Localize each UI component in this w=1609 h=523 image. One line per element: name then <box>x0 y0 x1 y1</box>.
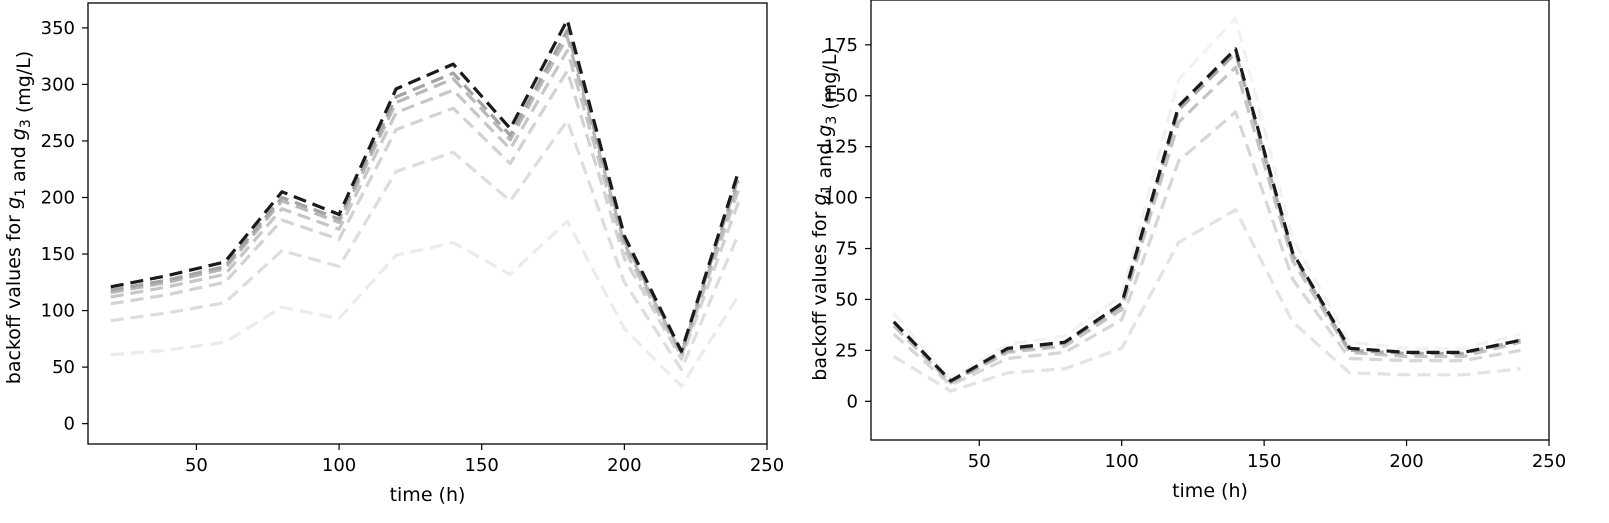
series-line-5 <box>892 47 1521 383</box>
series-line-4 <box>110 35 741 356</box>
line-chart-left: 50 100 150 200 250 0 50 100 150 200 250 300 350 time … <box>3 2 784 506</box>
y-tick-label: 200 <box>41 187 75 208</box>
y-axis-label: backoff values for g1 and g3 (mg/L) <box>809 47 841 380</box>
y-tick-label: 150 <box>41 244 75 265</box>
series-line-3 <box>110 48 741 358</box>
line-chart-right: 50 100 150 200 250 0 25 50 75 100 125 150 175 time (h… <box>809 0 1566 502</box>
x-tick-label: 150 <box>465 455 499 476</box>
series-line-3 <box>892 65 1521 385</box>
y-tick-label: 50 <box>835 289 858 310</box>
y-tick-label: 150 <box>824 86 858 107</box>
plot-frame <box>870 0 1550 441</box>
y-tick-label: 100 <box>824 188 858 209</box>
y-axis-label: backoff values for g1 and g3 (mg/L) <box>3 51 35 384</box>
y-tick-label: 0 <box>64 414 75 435</box>
x-tick-label: 200 <box>607 455 641 476</box>
x-tick-label: 50 <box>185 455 208 476</box>
x-tick-label: 150 <box>1247 451 1281 472</box>
y-tick-label: 125 <box>824 137 858 158</box>
plot-frame <box>87 2 768 445</box>
y-tick-label: 175 <box>824 35 858 56</box>
series-line-1 <box>110 118 740 371</box>
chart-panel-right: 50 100 150 200 250 0 25 50 75 100 125 150 175 time (h… <box>800 0 1609 519</box>
x-tick-label: 250 <box>1532 451 1566 472</box>
series-line-4 <box>892 51 1521 384</box>
series-line-6 <box>110 18 741 353</box>
x-tick-label: 250 <box>750 455 784 476</box>
y-tick-label: 100 <box>41 301 75 322</box>
x-tick-label: 100 <box>322 455 356 476</box>
y-tick-label: 250 <box>41 131 75 152</box>
x-tick-label: 200 <box>1389 451 1423 472</box>
y-tick-label: 75 <box>835 239 858 260</box>
series-line-2 <box>110 69 741 361</box>
y-tick-label: 300 <box>41 74 75 95</box>
y-tick-label: 0 <box>847 391 858 412</box>
y-tick-label: 350 <box>41 18 75 39</box>
series-line-0 <box>892 16 1521 381</box>
y-tick-label: 25 <box>835 340 858 361</box>
x-axis-label: time (h) <box>390 484 466 506</box>
series-line-2 <box>892 110 1521 387</box>
x-tick-label: 50 <box>968 451 991 472</box>
series-line-5 <box>110 28 741 354</box>
x-axis-label: time (h) <box>1172 480 1248 502</box>
x-tick-label: 100 <box>1105 451 1139 472</box>
chart-panel-left: 50 100 150 200 250 0 50 100 150 200 250 300 350 time … <box>0 0 800 519</box>
y-tick-label: 50 <box>52 357 75 378</box>
series-line-0 <box>110 219 740 388</box>
